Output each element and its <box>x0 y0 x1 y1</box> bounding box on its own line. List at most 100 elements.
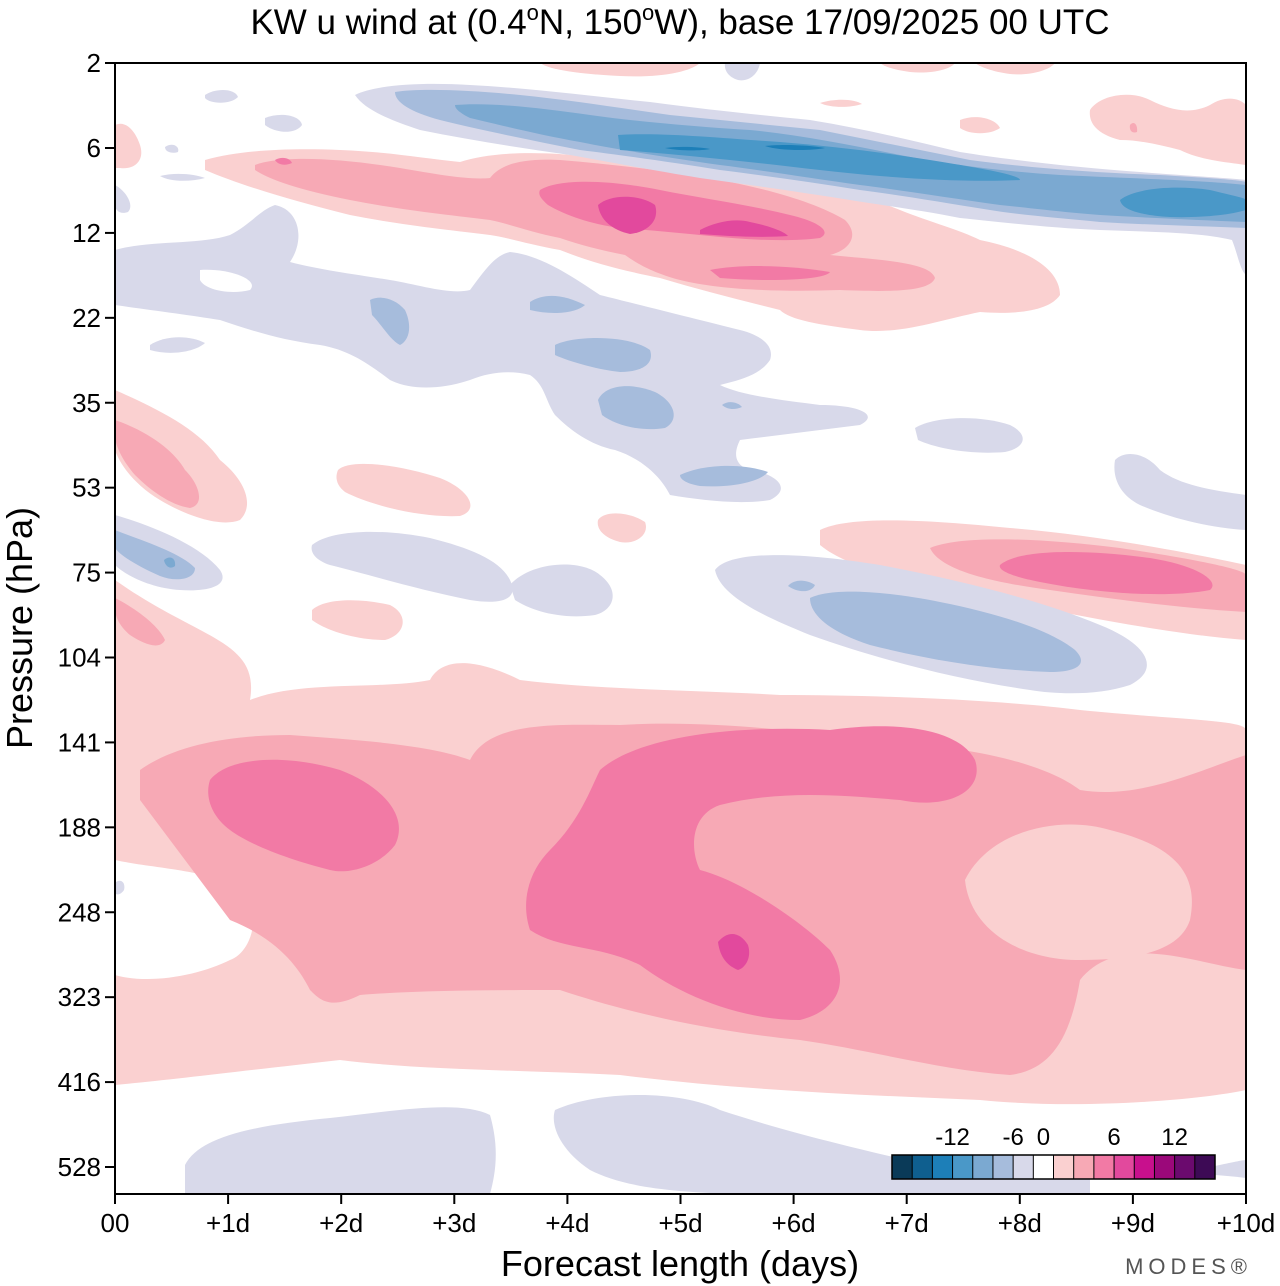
colorbar-tick-label: -12 <box>935 1124 970 1151</box>
contour-fill <box>311 531 513 602</box>
colorbar-tick-label: 6 <box>1107 1124 1120 1151</box>
modes-credit: MODES® <box>1125 1254 1252 1279</box>
contour-fill <box>160 173 205 181</box>
title-prefix: KW u wind at (0.4 <box>250 3 526 42</box>
contour-fill <box>555 338 651 372</box>
contour-fills <box>115 63 1246 1194</box>
contour-fill <box>255 158 935 291</box>
contour-fill <box>205 89 238 103</box>
y-tick-label: 188 <box>58 812 101 842</box>
contour-fill <box>200 269 252 292</box>
y-tick-label: 75 <box>72 558 101 588</box>
y-axis-label: Pressure (hPa) <box>0 507 40 749</box>
contour-fill <box>975 63 1055 75</box>
colorbar-swatch <box>1194 1155 1216 1179</box>
contour-fill <box>240 228 270 250</box>
contour-fill <box>810 591 1081 672</box>
colorbar-swatch <box>1114 1155 1135 1179</box>
colorbar-swatch <box>1033 1155 1054 1179</box>
contour-fill <box>165 144 179 153</box>
contour-fill <box>965 824 1192 960</box>
x-tick-label: +1d <box>206 1208 250 1238</box>
x-axis: 00 +1d +2d +3d +4d +5d +6d +7d +8d +9d +10d <box>101 1194 1276 1238</box>
contour-fill <box>1129 122 1138 133</box>
x-tick-label: 00 <box>101 1208 130 1238</box>
contour-fill <box>960 117 1000 134</box>
contour-fill <box>510 564 613 617</box>
contour-fill <box>115 123 142 169</box>
contour-fill <box>710 266 830 280</box>
contour-fill <box>618 134 1020 181</box>
contour-fill <box>164 557 176 568</box>
y-tick-label: 528 <box>58 1152 101 1182</box>
y-tick-label: 323 <box>58 982 101 1012</box>
y-tick-label: 2 <box>87 48 101 78</box>
title-suffix: W), base 17/09/2025 00 UTC <box>654 3 1109 42</box>
contour-fill <box>915 418 1023 453</box>
contour-fill <box>1120 187 1246 218</box>
contour-fill <box>553 1095 1246 1194</box>
y-tick-label: 35 <box>72 388 101 418</box>
colorbar-tick-label: 0 <box>1037 1124 1050 1151</box>
contour-fill <box>115 185 131 213</box>
contour-fill <box>115 390 248 523</box>
contour-fill <box>700 220 788 237</box>
degree-mark: o <box>642 0 654 25</box>
colorbar-swatch <box>952 1155 974 1179</box>
y-tick-label: 6 <box>87 133 101 163</box>
contour-fill <box>724 63 760 81</box>
colorbar-swatch <box>1013 1155 1034 1179</box>
colorbar-swatch <box>972 1155 994 1179</box>
x-axis-label: Forecast length (days) <box>501 1243 859 1284</box>
contour-fill <box>540 63 700 77</box>
colorbar-swatch <box>992 1155 1014 1179</box>
contour-fill <box>1089 94 1246 165</box>
y-tick-label: 53 <box>72 473 101 503</box>
colorbar-swatch <box>1174 1155 1196 1179</box>
colorbar-swatch <box>1073 1155 1095 1179</box>
x-tick-label: +10d <box>1217 1208 1276 1238</box>
colorbar-swatch <box>1134 1155 1155 1179</box>
colorbar-swatch <box>892 1155 913 1179</box>
contour-fill <box>680 465 768 487</box>
contour-fill <box>336 463 471 517</box>
contour-fill <box>115 205 868 503</box>
contour-fill <box>665 146 710 151</box>
colorbar: -12 -6 0 6 12 <box>891 1124 1216 1180</box>
x-tick-label: +7d <box>885 1208 929 1238</box>
chart-title: KW u wind at (0.4oN, 150oW), base 17/09/… <box>250 0 1109 42</box>
y-tick-label: 416 <box>58 1067 101 1097</box>
x-tick-label: +8d <box>998 1208 1042 1238</box>
contour-fill <box>150 337 205 353</box>
x-tick-label: +3d <box>432 1208 476 1238</box>
contour-fill <box>765 144 825 151</box>
plot-area <box>114 62 1247 1195</box>
contour-fill <box>275 157 292 165</box>
contour-fill <box>880 63 955 73</box>
y-tick-label: 141 <box>58 727 101 757</box>
x-tick-label: +6d <box>772 1208 816 1238</box>
contour-fill <box>370 297 410 345</box>
colorbar-swatch <box>1053 1155 1075 1179</box>
contour-fill <box>598 386 674 430</box>
x-tick-label: +5d <box>658 1208 702 1238</box>
contour-fill <box>598 196 657 234</box>
contour-fill <box>999 552 1213 595</box>
contour-fill <box>788 580 815 592</box>
x-tick-label: +2d <box>319 1208 363 1238</box>
colorbar-swatch <box>912 1155 933 1179</box>
colorbar-swatch <box>932 1155 954 1179</box>
contour-fill <box>208 759 399 872</box>
contour-fill <box>185 1107 496 1194</box>
contour-fill <box>1114 454 1246 530</box>
y-tick-label: 248 <box>58 897 101 927</box>
degree-mark: o <box>527 0 539 25</box>
contour-fill <box>530 295 585 313</box>
contour-fill <box>597 513 646 543</box>
contour-fill <box>722 402 742 410</box>
contour-fill <box>115 530 195 580</box>
colorbar-swatch <box>1093 1155 1115 1179</box>
x-tick-label: +4d <box>545 1208 589 1238</box>
x-tick-label: +9d <box>1111 1208 1155 1238</box>
